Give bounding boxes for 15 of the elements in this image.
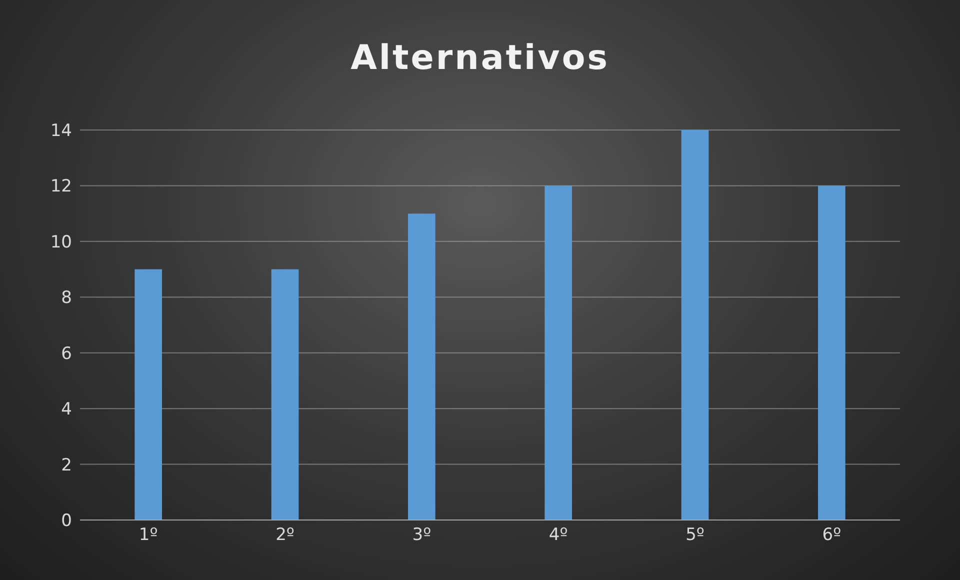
x-tick-label: 1º bbox=[138, 525, 158, 546]
x-tick-label: 6º bbox=[822, 525, 842, 546]
y-tick-label: 10 bbox=[50, 232, 72, 252]
y-tick-label: 6 bbox=[61, 344, 72, 364]
y-tick-label: 12 bbox=[50, 176, 72, 197]
y-tick-label: 4 bbox=[61, 400, 72, 420]
x-tick-label: 4º bbox=[548, 525, 568, 546]
x-tick-label: 2º bbox=[276, 525, 294, 546]
y-tick-label: 2 bbox=[61, 455, 72, 476]
y-tick-label: 0 bbox=[61, 511, 72, 532]
chart-title: Alternativos bbox=[350, 38, 610, 78]
y-tick-label: 14 bbox=[50, 121, 72, 142]
y-tick-label: 8 bbox=[61, 288, 72, 308]
x-tick-label: 3º bbox=[412, 525, 432, 546]
x-tick-label: 5º bbox=[686, 525, 704, 546]
